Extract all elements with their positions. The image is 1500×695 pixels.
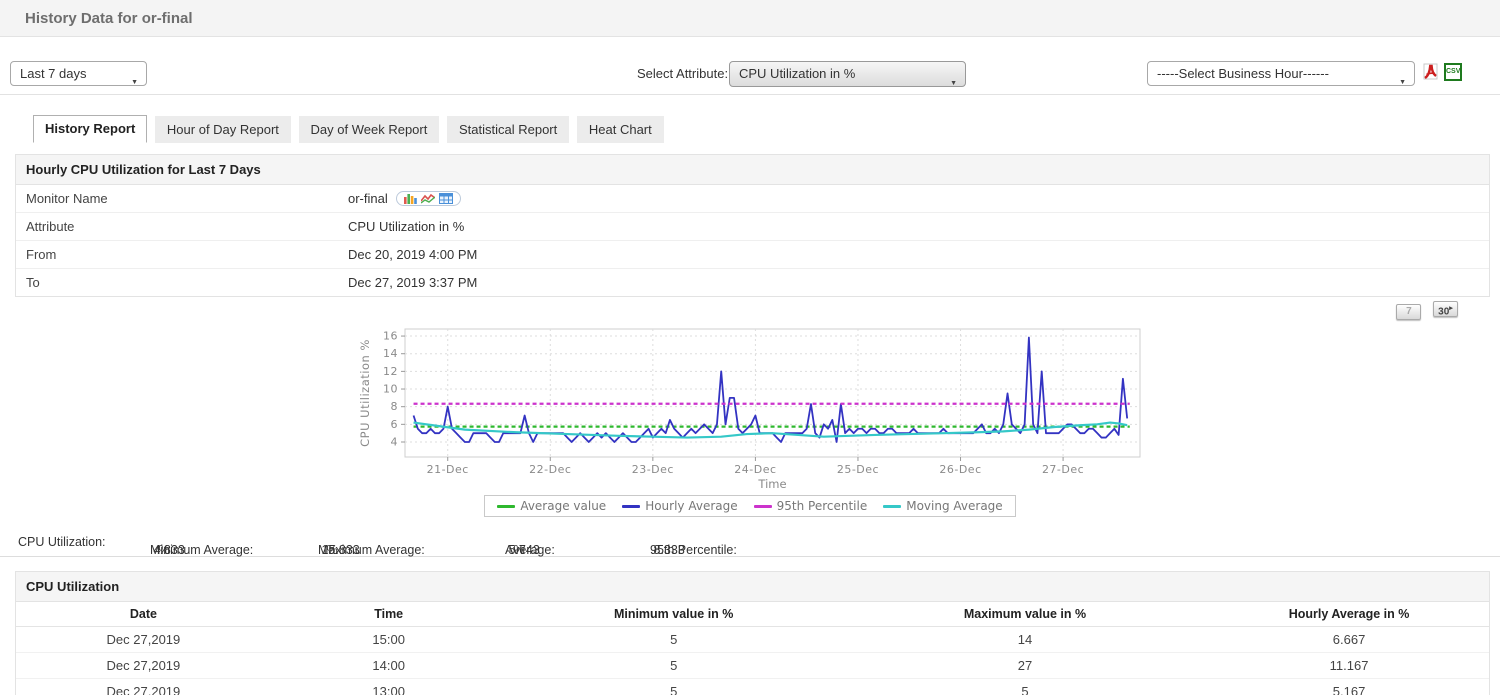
chart-region: 7 30▸ 4 6 8 10 12 14 16 21-Dec 22-Dec 23-Dec 24-De… — [0, 297, 1500, 523]
to-value: Dec 27, 2019 3:37 PM — [348, 275, 478, 290]
summary-panel: Hourly CPU Utilization for Last 7 Days M… — [15, 154, 1490, 297]
row-label: To — [26, 275, 40, 290]
stats-row: CPU Utilization: Minimum Average: 4.833%… — [0, 527, 1500, 557]
legend-label: Average value — [520, 499, 607, 513]
svg-text:24-Dec: 24-Dec — [734, 463, 776, 476]
tab-day-of-week-report[interactable]: Day of Week Report — [298, 116, 440, 143]
svg-text:22-Dec: 22-Dec — [529, 463, 571, 476]
chart-period-buttons: 7 30▸ — [1388, 301, 1458, 321]
svg-text:14: 14 — [383, 347, 398, 360]
page-title: History Data for or-final — [25, 10, 193, 27]
svg-text:10: 10 — [383, 383, 398, 396]
period-30-button[interactable]: 30▸ — [1433, 301, 1458, 317]
chart-legend: Average value Hourly Average 95th Percenti… — [0, 495, 1500, 517]
col-min: Minimum value in % — [506, 602, 841, 627]
legend-label: 95th Percentile — [776, 499, 868, 513]
history-chart: 4 6 8 10 12 14 16 21-Dec 22-Dec 23-Dec 24-Dec 25-De… — [355, 319, 1155, 496]
period-select-value: Last 7 days — [20, 66, 87, 81]
svg-text:27-Dec: 27-Dec — [1042, 463, 1084, 476]
row-label: Attribute — [26, 219, 75, 234]
summary-row-from: From Dec 20, 2019 4:00 PM — [16, 241, 1489, 269]
legend-swatch — [753, 504, 772, 508]
stat-maximum-average: Maximum Average: 15.833% — [318, 543, 425, 557]
business-hour-select-value: -----Select Business Hour------ — [1157, 66, 1329, 81]
summary-panel-title: Hourly CPU Utilization for Last 7 Days — [16, 155, 1489, 185]
svg-text:21-Dec: 21-Dec — [427, 463, 469, 476]
col-time: Time — [270, 602, 507, 627]
legend-swatch — [497, 504, 516, 508]
legend-label: Moving Average — [906, 499, 1003, 513]
svg-text:23-Dec: 23-Dec — [632, 463, 674, 476]
report-tabs: History Report Hour of Day Report Day of… — [33, 115, 1500, 143]
tab-statistical-report[interactable]: Statistical Report — [446, 116, 570, 143]
svg-text:16: 16 — [383, 330, 398, 343]
legend-swatch — [883, 504, 902, 508]
legend-item: Average value — [497, 499, 606, 513]
line-chart-icon[interactable] — [420, 193, 435, 204]
col-date: Date — [16, 602, 271, 627]
detail-panel: CPU Utilization Date Time Minimum value … — [15, 571, 1490, 695]
chevron-down-icon: ▼ — [131, 79, 138, 86]
monitor-name-value: or-final — [348, 191, 388, 206]
legend-item: Hourly Average — [622, 499, 738, 513]
tab-history-report[interactable]: History Report — [33, 115, 148, 143]
svg-text:12: 12 — [383, 365, 398, 378]
svg-text:6: 6 — [391, 418, 399, 431]
expand-arrow-icon: ▸ — [1449, 305, 1453, 312]
svg-text:CPU Utilization %: CPU Utilization % — [358, 339, 372, 447]
legend-swatch — [622, 504, 641, 508]
chevron-down-icon: ▼ — [1399, 79, 1406, 86]
summary-row-attribute: Attribute CPU Utilization in % — [16, 213, 1489, 241]
summary-row-to: To Dec 27, 2019 3:37 PM — [16, 269, 1489, 296]
detail-panel-title: CPU Utilization — [16, 572, 1489, 602]
row-label: From — [26, 247, 57, 262]
stats-prefix: CPU Utilization: — [18, 535, 106, 549]
svg-text:8: 8 — [391, 400, 399, 413]
bar-chart-icon[interactable] — [403, 193, 417, 204]
stat-minimum-average: Minimum Average: 4.833% — [150, 543, 254, 557]
data-table-icon[interactable] — [438, 193, 453, 204]
attribute-label: Select Attribute: — [637, 66, 729, 81]
page-header: History Data for or-final — [0, 0, 1500, 37]
row-label: Monitor Name — [26, 191, 108, 206]
tab-hour-of-day-report[interactable]: Hour of Day Report — [154, 116, 291, 143]
pdf-export-icon[interactable] — [1421, 63, 1439, 81]
col-max: Maximum value in % — [840, 602, 1210, 627]
attribute-value: CPU Utilization in % — [348, 219, 465, 234]
legend-label: Hourly Average — [645, 499, 738, 513]
stat-95th-percentile: 95th Percentile: 8.333 — [650, 543, 737, 557]
svg-text:Time: Time — [757, 477, 786, 491]
period-select[interactable]: Last 7 days ▼ — [10, 61, 147, 86]
summary-row-monitor-name: Monitor Name or-final — [16, 185, 1489, 213]
stat-average: Average: 5.743% — [505, 543, 555, 557]
svg-text:26-Dec: 26-Dec — [939, 463, 981, 476]
csv-export-icon[interactable]: CSV — [1444, 63, 1462, 81]
col-hourly: Hourly Average in % — [1209, 602, 1489, 627]
toolbar: Last 7 days ▼ Select Attribute: CPU Util… — [0, 37, 1500, 95]
attribute-select-value: CPU Utilization in % — [739, 66, 856, 81]
table-row: Dec 27,2019 13:00 5 5 5.167 — [16, 678, 1489, 695]
legend-item: Moving Average — [883, 499, 1003, 513]
table-row: Dec 27,2019 14:00 5 27 11.167 — [16, 652, 1489, 679]
table-row: Dec 27,2019 15:00 5 14 6.667 — [16, 626, 1489, 653]
period-7-button[interactable]: 7 — [1396, 304, 1422, 321]
monitor-quick-views[interactable] — [395, 191, 461, 206]
svg-text:4: 4 — [391, 435, 399, 448]
chevron-down-icon: ▼ — [950, 80, 957, 87]
legend-item: 95th Percentile — [753, 499, 868, 513]
svg-text:25-Dec: 25-Dec — [837, 463, 879, 476]
from-value: Dec 20, 2019 4:00 PM — [348, 247, 478, 262]
tab-heat-chart[interactable]: Heat Chart — [576, 116, 664, 143]
history-chart-svg: 4 6 8 10 12 14 16 21-Dec 22-Dec 23-Dec 24-Dec 25-De… — [358, 328, 1141, 491]
cpu-utilization-table: Date Time Minimum value in % Maximum val… — [16, 602, 1489, 695]
business-hour-select[interactable]: -----Select Business Hour------ ▼ — [1147, 61, 1415, 86]
table-header-row: Date Time Minimum value in % Maximum val… — [16, 602, 1489, 627]
attribute-select[interactable]: CPU Utilization in % ▼ — [729, 61, 966, 87]
